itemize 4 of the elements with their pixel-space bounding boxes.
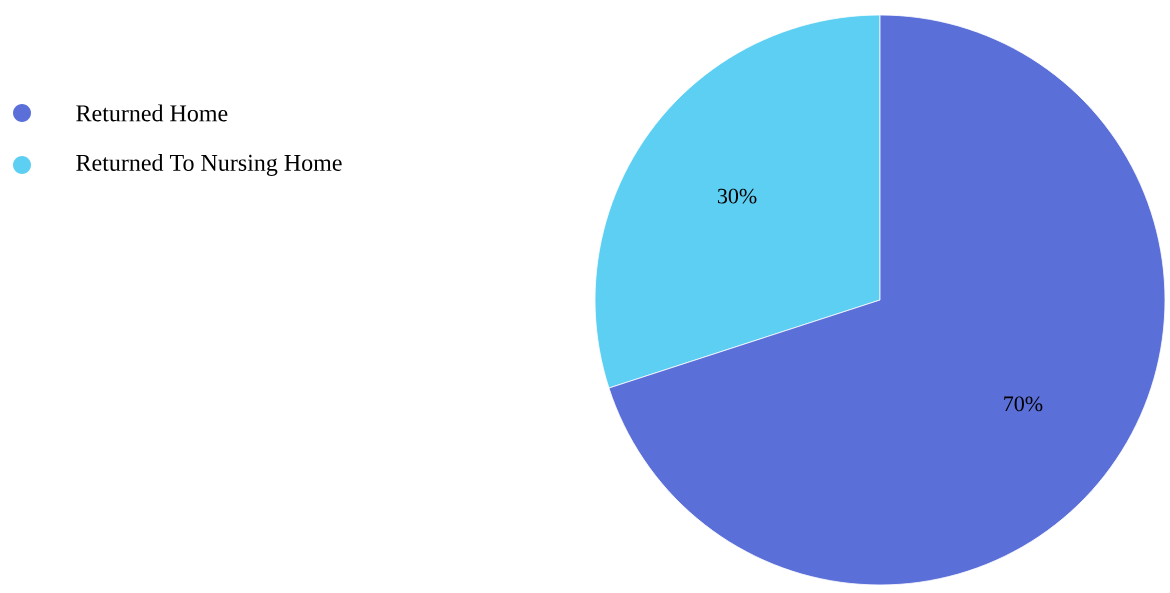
data-label: 70% bbox=[1004, 396, 1043, 412]
legend-label: Returned Home bbox=[76, 104, 228, 122]
legend-label: Returned To Nursing Home bbox=[76, 154, 342, 176]
data-label: 30% bbox=[717, 188, 757, 204]
